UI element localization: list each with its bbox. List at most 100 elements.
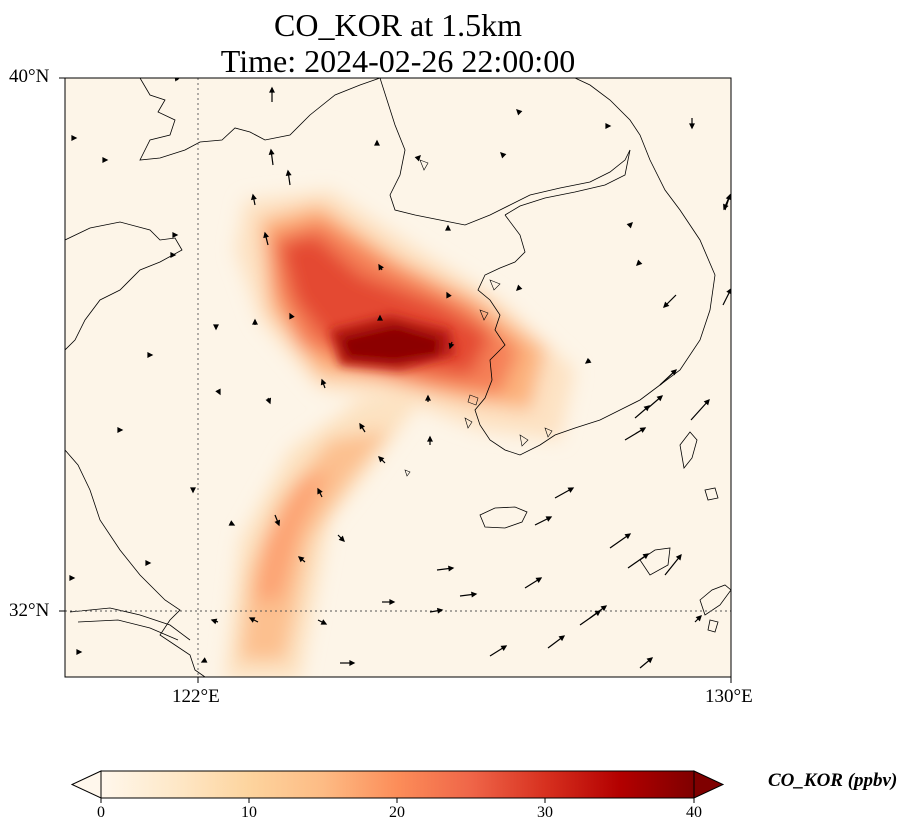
wind-vector-head xyxy=(695,615,702,622)
wind-vector xyxy=(252,194,256,206)
colorbar-tick-10: 10 xyxy=(241,804,257,821)
wind-vector xyxy=(534,516,552,526)
wind-vector xyxy=(639,657,653,669)
wind-vector-head xyxy=(117,427,124,433)
wind-vector xyxy=(609,533,631,549)
wind-vector xyxy=(446,292,450,298)
wind-vector-head xyxy=(594,610,602,617)
wind-vector xyxy=(317,619,327,625)
wind-vector-head xyxy=(516,284,523,291)
wind-vector-head xyxy=(145,560,152,566)
wind-vector-head xyxy=(320,619,328,625)
wind-vector xyxy=(378,456,386,464)
map-title-line1: CO_KOR at 1.5km xyxy=(274,7,522,43)
wind-vector-head xyxy=(102,157,109,163)
wind-vector-head xyxy=(389,599,396,605)
lat-label-32n: 32°N xyxy=(9,600,50,621)
wind-vector xyxy=(585,359,591,364)
wind-vector-head xyxy=(69,575,76,581)
wind-vector-head xyxy=(646,657,654,664)
wind-vector-head xyxy=(210,618,218,625)
wind-vector-head xyxy=(265,397,272,405)
wind-vector-head xyxy=(605,123,612,129)
wind-vector-head xyxy=(689,123,695,130)
colorbar-extend-max xyxy=(693,770,725,799)
wind-vector-head xyxy=(643,405,651,412)
wind-vector xyxy=(723,194,731,210)
wind-vector-head xyxy=(670,369,677,376)
wind-vector xyxy=(579,610,601,626)
wind-vector xyxy=(724,194,731,211)
colorbar-tick-20: 20 xyxy=(389,804,405,821)
wind-vector-head xyxy=(725,193,731,201)
wind-vector-head xyxy=(626,222,633,229)
wind-vector-head xyxy=(726,288,731,295)
wind-vector xyxy=(624,427,646,441)
wind-vector xyxy=(489,645,507,657)
wind-vector-head xyxy=(639,427,647,433)
wind-vector xyxy=(459,593,477,597)
wind-vector-head xyxy=(71,135,78,141)
wind-vector xyxy=(659,369,677,386)
wind-vector-head xyxy=(500,152,507,159)
wind-vector-head xyxy=(250,193,257,201)
wind-vector-head xyxy=(446,291,452,299)
wind-vector-head xyxy=(374,139,380,146)
colorbar-tick-30: 30 xyxy=(537,804,553,821)
wind-vector xyxy=(267,397,271,404)
wind-vector xyxy=(516,109,521,114)
wind-vector-head xyxy=(656,395,664,402)
wind-vector-head xyxy=(636,259,643,266)
wind-vector-head xyxy=(263,231,269,239)
wind-vector xyxy=(524,577,542,589)
wind-vector-head xyxy=(228,520,236,526)
wind-vector-head xyxy=(445,224,451,231)
wind-vector xyxy=(722,288,731,306)
wind-vector xyxy=(694,615,702,623)
wind-vector-head xyxy=(377,314,383,321)
colorbar-tick-0: 0 xyxy=(97,804,105,821)
wind-vector-head xyxy=(269,86,275,93)
coastline xyxy=(65,78,731,677)
wind-vector xyxy=(634,405,650,419)
islands xyxy=(404,159,553,477)
map-title-line2: Time: 2024-02-26 22:00:00 xyxy=(220,43,576,79)
wind-vector-head xyxy=(248,617,256,623)
wind-vector xyxy=(229,522,235,526)
wind-vector-head xyxy=(172,232,179,238)
wind-vector-head xyxy=(76,649,83,655)
wind-vectors xyxy=(69,78,731,669)
wind-vector-head xyxy=(471,591,478,598)
wind-vector xyxy=(417,155,421,159)
wind-vector xyxy=(664,554,682,576)
wind-vector xyxy=(287,170,291,186)
wind-vector-head xyxy=(378,263,384,271)
map-panel xyxy=(65,78,731,677)
wind-vector-head xyxy=(297,556,305,563)
wind-vector xyxy=(317,488,323,498)
wind-vector xyxy=(547,635,565,649)
wind-vector-head xyxy=(147,352,154,358)
wind-vector xyxy=(378,264,383,271)
co-plume-core xyxy=(330,315,455,370)
wind-vector-head xyxy=(516,109,523,116)
wind-vector xyxy=(636,261,641,266)
wind-vector xyxy=(274,514,280,526)
wind-vector-head xyxy=(642,553,650,560)
wind-vector-head xyxy=(500,645,508,651)
wind-vector xyxy=(690,399,710,421)
wind-vector-head xyxy=(545,516,553,522)
wind-vector-head xyxy=(703,399,710,406)
wind-vector-head xyxy=(558,635,566,642)
wind-vector xyxy=(217,389,221,395)
wind-vector-head xyxy=(252,318,258,325)
colorbar-body xyxy=(101,771,694,798)
wind-vector-head xyxy=(320,378,327,386)
colorbar xyxy=(70,770,725,803)
wind-vector-head xyxy=(675,553,682,561)
gridlines xyxy=(65,78,731,677)
wind-vector-head xyxy=(200,657,208,663)
wind-vector-head xyxy=(425,394,431,401)
wind-vector-head xyxy=(584,357,592,364)
